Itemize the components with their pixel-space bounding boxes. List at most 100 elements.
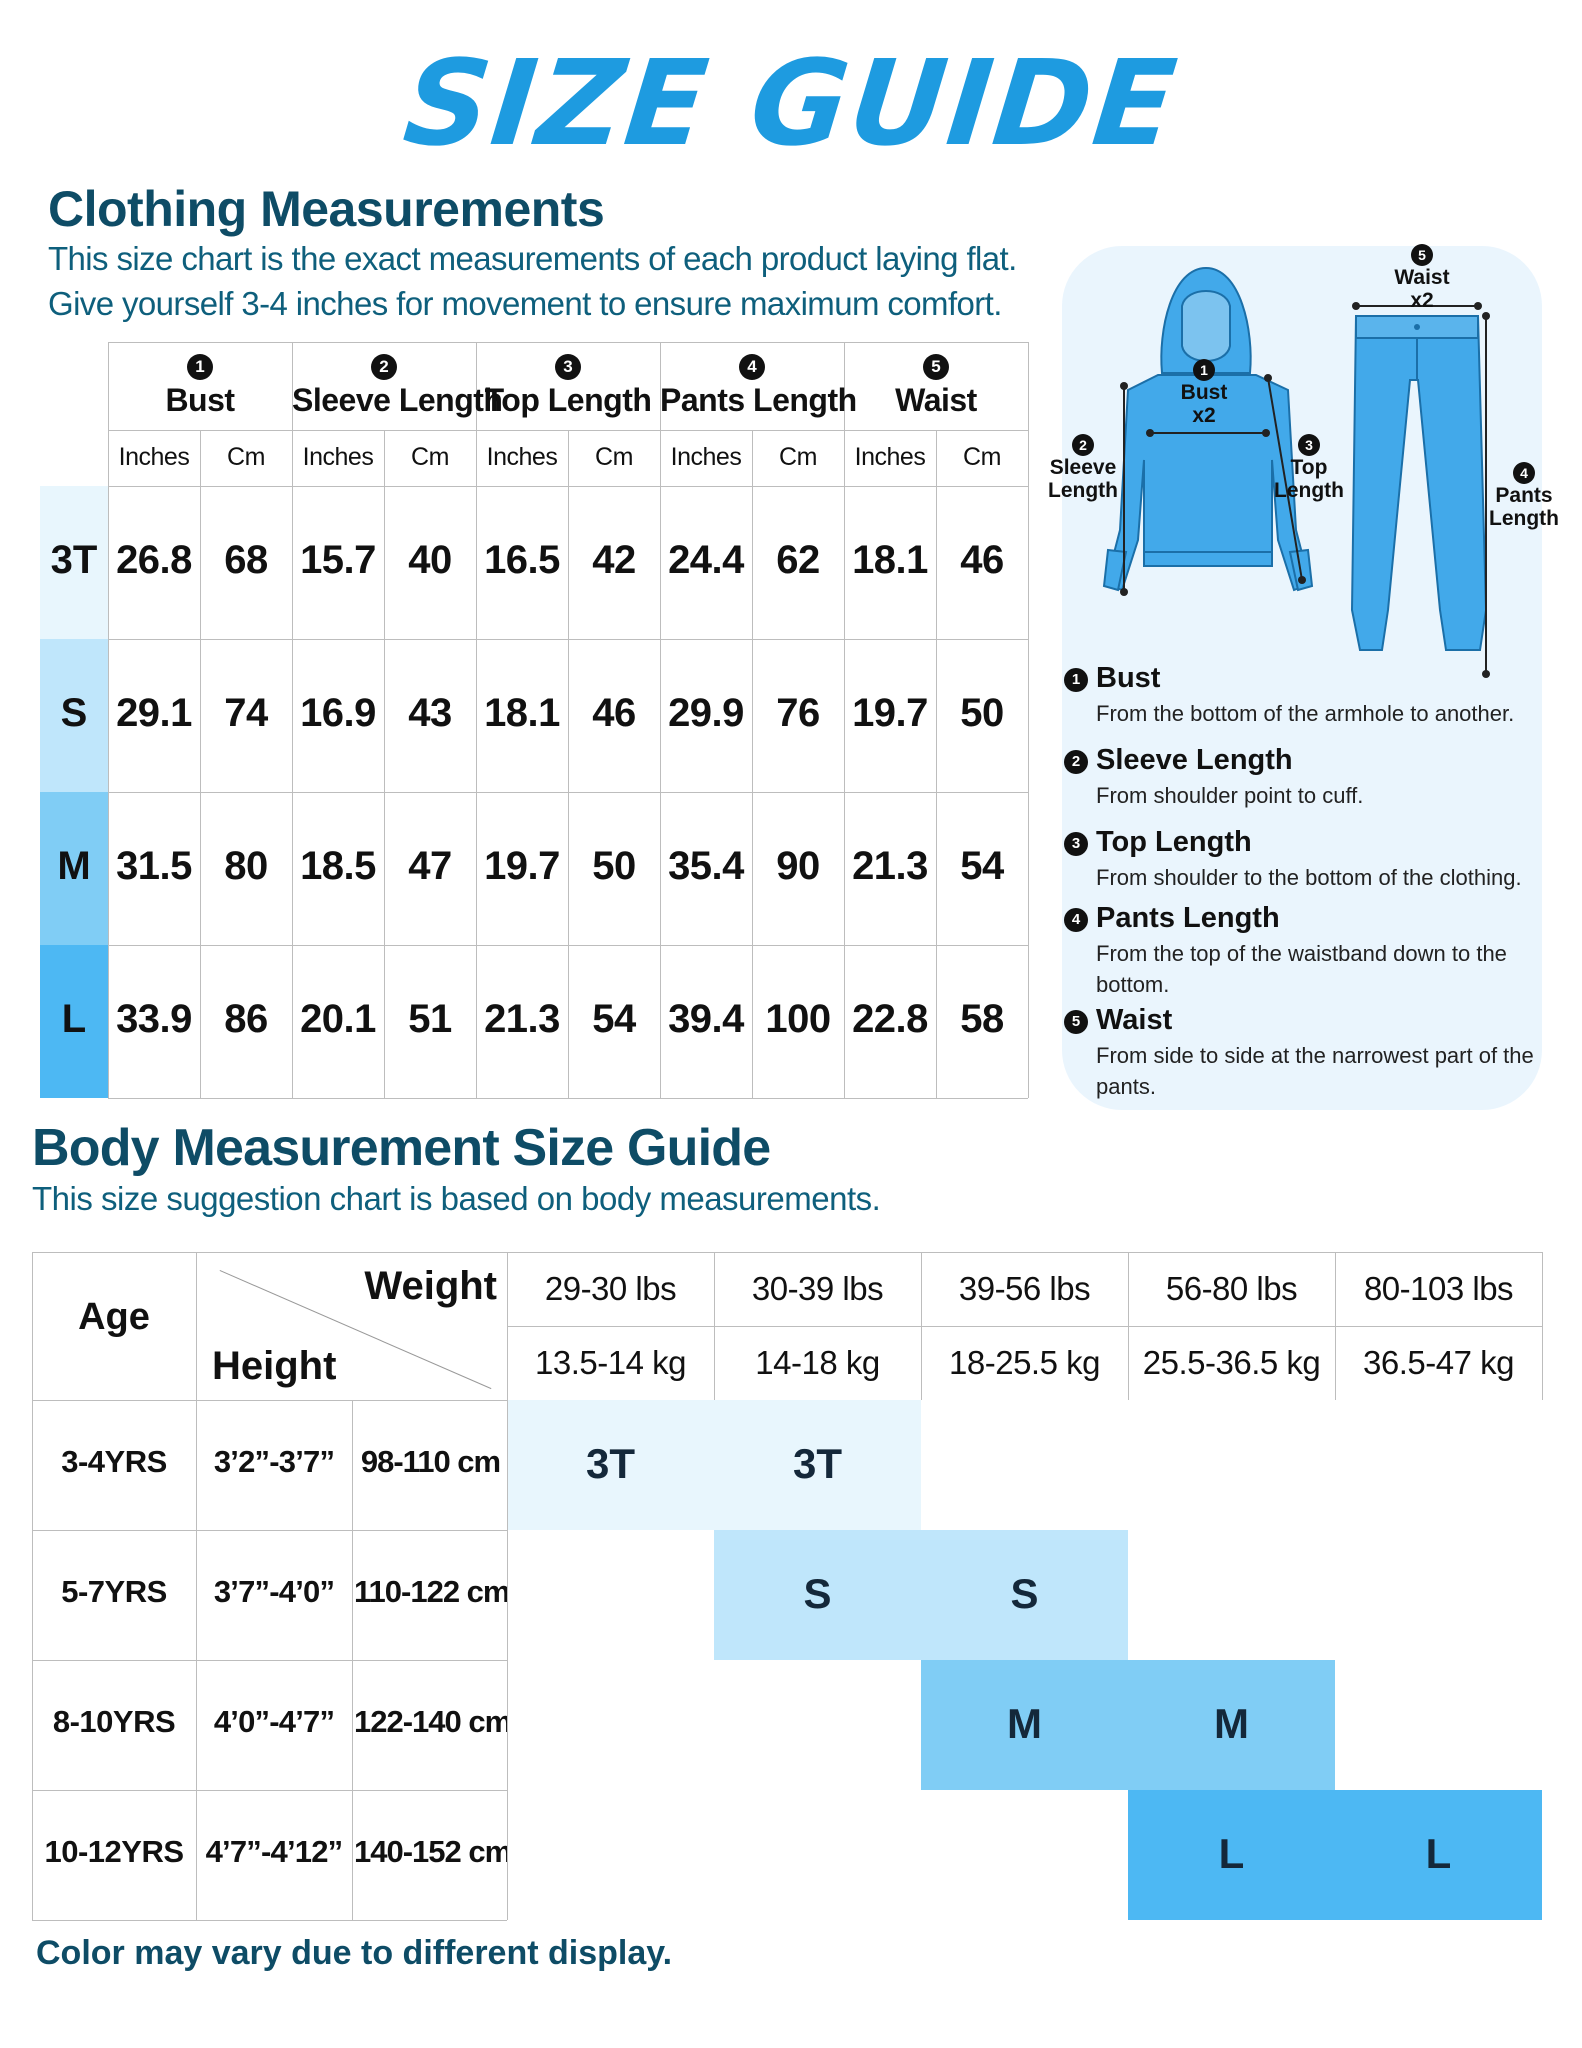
grid-line [568,430,569,1098]
grid-line [32,1252,33,1920]
grid-line [921,1252,922,1400]
table-cell: 18.1 [852,538,928,582]
recommended-size: 3T [792,1440,842,1487]
weight-kg-header: 36.5-47 kg [1363,1344,1514,1381]
diagram-top-label: 3 Top Length [1264,432,1354,502]
table-cell: 50 [960,691,1004,735]
weight-kg-header: 13.5-14 kg [535,1344,686,1381]
definition-desc: From shoulder point to cuff. [1096,783,1364,808]
grid-line [32,1400,507,1401]
recommended-size: S [1010,1570,1039,1617]
table-cell: 74 [224,691,268,735]
unit-cm: Cm [595,443,633,471]
garment-diagram [1102,266,1490,678]
column-header-top-length: Top Length [484,382,652,418]
table-cell: 54 [960,844,1004,888]
weight-kg-header: 18-25.5 kg [949,1344,1100,1381]
table-cell: 58 [960,997,1004,1041]
number-badge-3: 3 [1298,434,1320,456]
table-cell: 15.7 [300,538,376,582]
age-header: Age [78,1296,150,1338]
height-header: Height [212,1344,337,1388]
table-cell: 29.9 [668,691,744,735]
definition-number-3: 3 [1064,832,1088,856]
grid-line [844,342,845,1098]
table-cell: 43 [408,691,452,735]
grid-line [752,430,753,1098]
grid-line [714,1252,715,1400]
unit-inches: Inches [486,443,558,471]
weight-kg-header: 25.5-36.5 kg [1142,1344,1321,1381]
grid-line [32,1660,507,1661]
recommended-size: M [1214,1700,1249,1747]
table-cell: 47 [408,844,452,888]
height-cm-cell: 140-152 cm [354,1834,507,1869]
table-cell: 50 [592,844,636,888]
diagram-bust-label: 1 Bust x2 [1154,357,1254,427]
hoodie-cuff-left [1102,548,1128,592]
table-cell: 62 [776,538,820,582]
grid-line [1542,1252,1543,1400]
table-cell: 21.3 [484,997,560,1041]
clothing-measurements-table: 3T S M L 1 Bust Inches Cm 2 Sleeve Length Inches Cm… [40,342,1029,1099]
diagram-waist-multiplier: x2 [1410,289,1434,312]
unit-cm: Cm [227,443,265,471]
table-cell: 39.4 [668,997,744,1041]
table-cell: 16.5 [484,538,560,582]
grid-line [507,1326,1542,1327]
column-header-waist: Waist [895,382,977,418]
height-ft-cell: 3’2”-3’7” [213,1444,335,1479]
unit-inches: Inches [302,443,374,471]
size-band [921,1660,1335,1790]
table-cell: 42 [592,538,636,582]
size-cell-bg [40,945,108,1098]
table-cell: 16.9 [300,691,376,735]
grid-line [32,1920,507,1921]
table-cell: 31.5 [116,844,192,888]
table-cell: 80 [224,844,268,888]
diagram-bust-multiplier: x2 [1192,404,1216,427]
recommended-size: L [1218,1830,1245,1877]
weight-lbs-header: 80-103 lbs [1363,1270,1514,1307]
grid-line [507,1252,508,1400]
definition-title: Sleeve Length [1096,744,1293,776]
table-cell: 100 [765,997,831,1041]
grid-line [32,1252,1542,1253]
clothing-desc-line2: Give yourself 3-4 inches for movement to… [48,285,1002,322]
pants-body [1350,315,1488,651]
diagram-pants-label: 4 Pants Length [1474,460,1574,530]
table-cell: 76 [776,691,820,735]
recommended-size: S [803,1570,832,1617]
table-cell: 26.8 [116,538,192,582]
clothing-desc-line1: This size chart is the exact measurement… [48,240,1017,277]
table-cell: 18.1 [484,691,560,735]
grid-line [476,342,477,1098]
size-cell-bg [40,486,108,639]
definition-title: Top Length [1096,826,1252,858]
grid-line [292,342,293,1098]
size-label: S [60,691,88,735]
table-cell: 68 [224,538,268,582]
unit-inches: Inches [670,443,742,471]
grid-line [507,1252,508,1920]
weight-header: Weight [364,1264,497,1308]
table-cell: 19.7 [484,844,560,888]
definition-title: Bust [1096,662,1161,694]
age-cell: 5-7YRS [61,1574,167,1609]
diagram-bust-text: Bust [1180,381,1228,404]
diagram-pants-text-1: Pants [1495,484,1553,507]
definition-desc: From the top of the waistband down to th… [1096,941,1507,997]
definition-number-5: 5 [1064,1010,1088,1034]
number-badge-5: 5 [1411,244,1433,266]
size-label: M [57,844,91,888]
table-cell: 20.1 [300,997,376,1041]
unit-inches: Inches [854,443,926,471]
diagram-waist-label: 5 Waist x2 [1372,242,1472,312]
recommended-size: M [1007,1700,1042,1747]
recommended-size: 3T [585,1440,635,1487]
definition-desc: From side to side at the narrowest part … [1096,1043,1534,1099]
grid-line [384,430,385,1098]
definition-number-1: 1 [1064,668,1088,692]
diagram-sleeve-text-2: Length [1048,479,1118,502]
hoodie-face-opening [1181,290,1231,362]
